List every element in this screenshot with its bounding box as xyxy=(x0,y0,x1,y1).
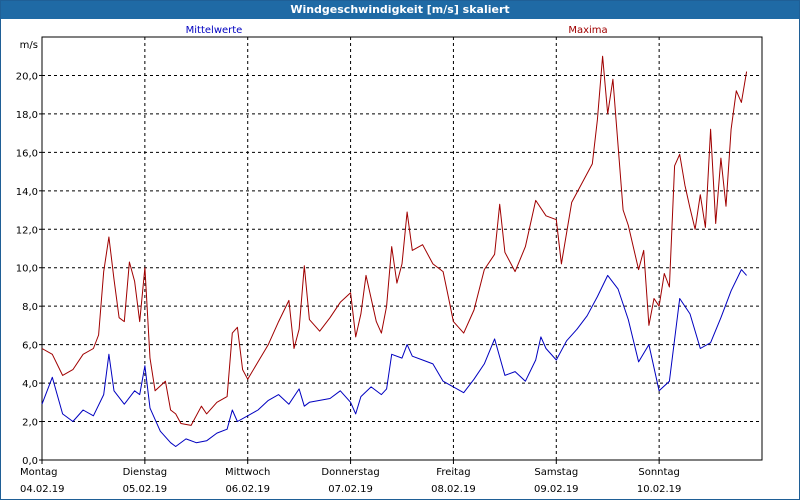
y-tick-label: 8,0 xyxy=(22,302,38,313)
x-axis: Montag 04.02.19 Dienstag 05.02.19 Mittwoch 06… xyxy=(20,460,681,495)
y-tick-label: 12,0 xyxy=(16,225,38,236)
window-title: Windgeschwindigkeit [m/s] skaliert xyxy=(1,1,799,19)
x-tick-day: Montag xyxy=(20,467,57,478)
y-tick-label: 4,0 xyxy=(22,379,38,390)
x-tick-day: Mittwoch xyxy=(225,467,270,478)
plot-frame xyxy=(41,36,763,461)
x-tick-date: 05.02.19 xyxy=(123,484,168,495)
y-tick-label: 16,0 xyxy=(16,148,38,159)
x-tick-date: 04.02.19 xyxy=(20,484,65,495)
x-tick-day: Dienstag xyxy=(123,467,168,478)
y-tick-label: 10,0 xyxy=(16,264,38,275)
grid xyxy=(42,37,762,460)
y-axis: 0,0 2,0 4,0 6,0 8,0 10,0 12,0 14,0 16,0 18,0 20,0 xyxy=(16,71,42,467)
legend-mittelwerte: Mittelwerte xyxy=(186,25,243,36)
x-tick-date: 06.02.19 xyxy=(225,484,270,495)
series-line-maxima xyxy=(41,55,748,426)
y-tick-label: 20,0 xyxy=(16,71,38,82)
legend-maxima: Maxima xyxy=(568,25,607,36)
y-tick-label: 18,0 xyxy=(16,110,38,121)
x-tick-day: Freitag xyxy=(436,467,470,478)
x-tick-date: 07.02.19 xyxy=(328,484,373,495)
x-tick-day: Samstag xyxy=(534,467,578,478)
x-tick-date: 08.02.19 xyxy=(431,484,476,495)
x-tick-date: 09.02.19 xyxy=(534,484,579,495)
series-line-mittelwerte xyxy=(41,269,747,447)
y-tick-label: 14,0 xyxy=(16,187,38,198)
y-tick-label: 0,0 xyxy=(22,456,38,467)
y-axis-label: m/s xyxy=(20,40,38,51)
x-tick-day: Donnerstag xyxy=(321,467,379,478)
y-tick-label: 2,0 xyxy=(22,418,38,429)
series xyxy=(41,55,748,447)
y-tick-label: 6,0 xyxy=(22,341,38,352)
x-tick-date: 10.02.19 xyxy=(637,484,682,495)
x-tick-day: Sonntag xyxy=(638,467,680,478)
